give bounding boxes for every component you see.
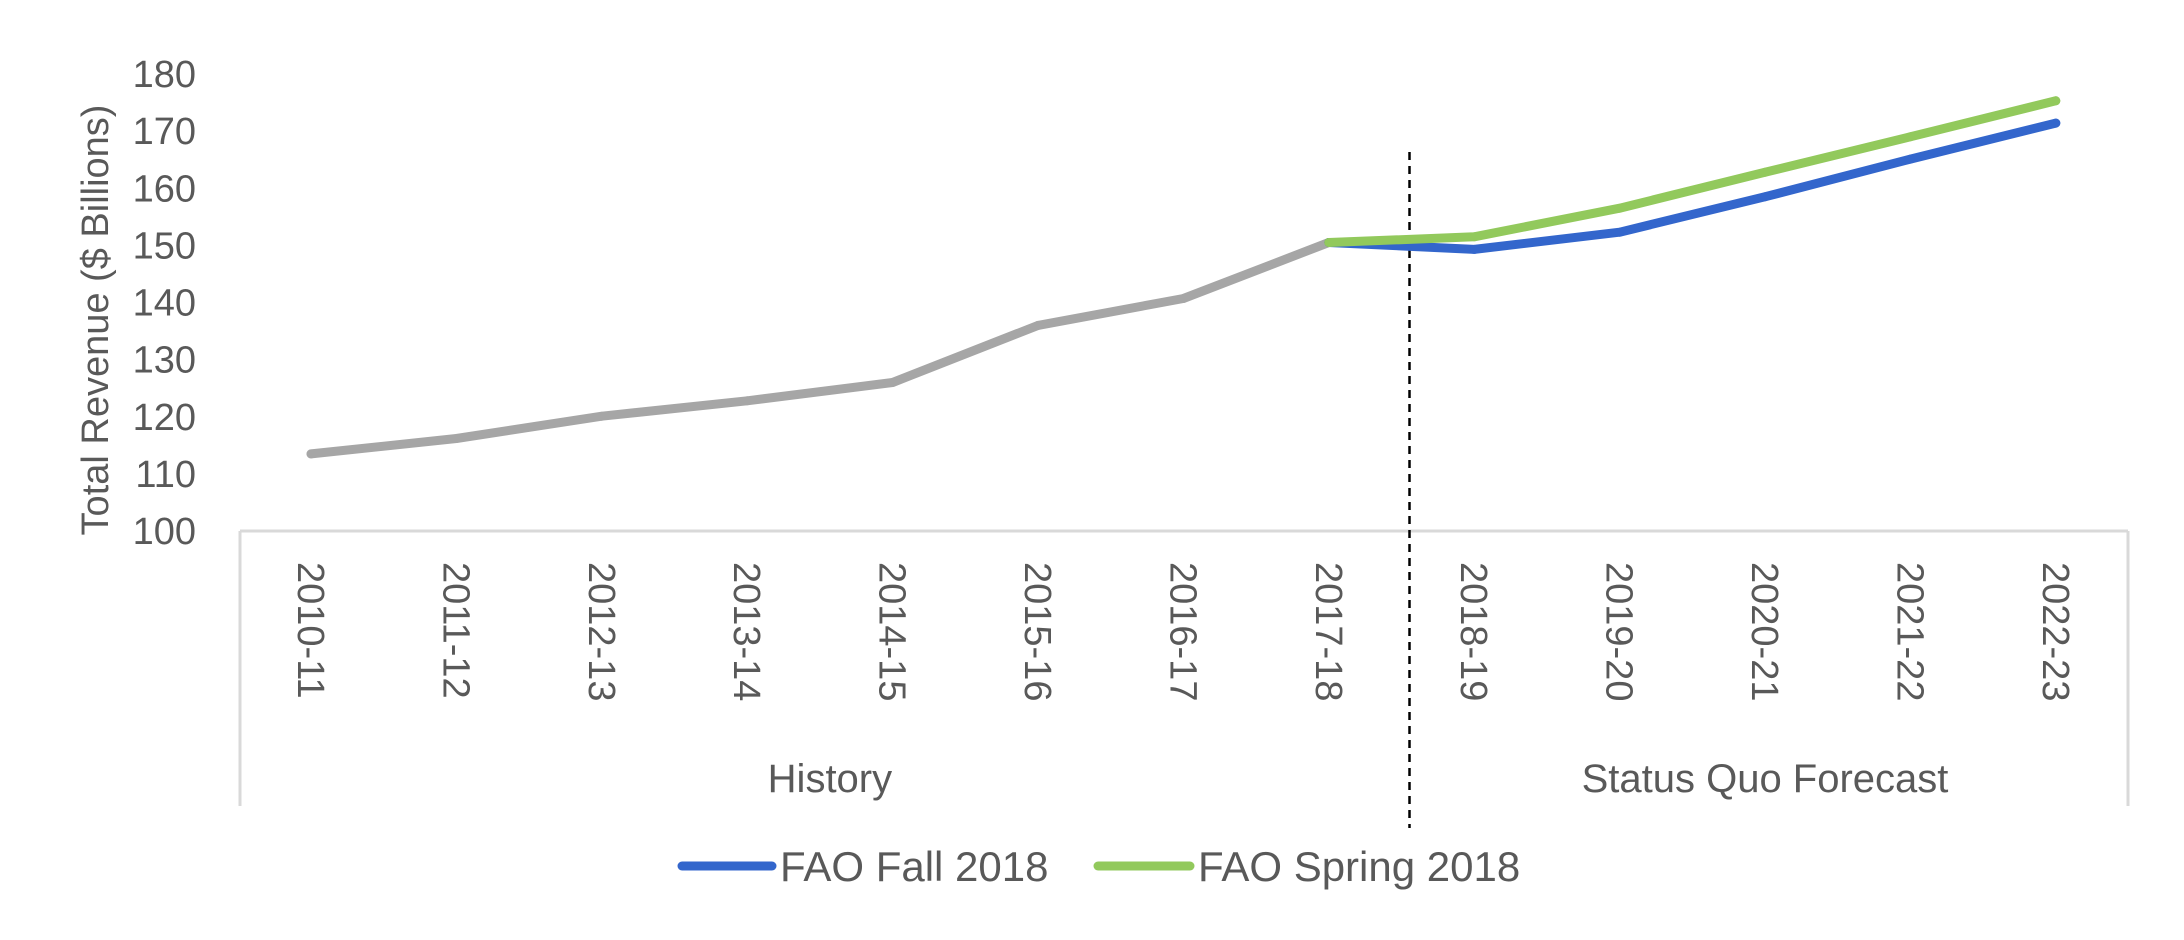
data-point-spring xyxy=(1324,238,1334,247)
x-axis-ticks: 2010-11 2011-12 2012-13 2013-14 2014-15 2015-… xyxy=(289,562,2076,701)
data-point-history xyxy=(451,434,461,443)
legend-label: FAO Spring 2018 xyxy=(1198,843,1520,890)
data-point-spring xyxy=(2051,96,2061,106)
x-tick-label: 2011-12 xyxy=(434,562,476,699)
y-axis-ticks: 100 110 120 130 140 150 160 170 180 xyxy=(133,54,196,553)
series-line-fall xyxy=(1324,118,2061,254)
data-point-fall xyxy=(1469,244,1479,254)
series-lines xyxy=(306,96,2061,459)
data-point-history xyxy=(888,378,898,387)
x-tick-label: 2012-13 xyxy=(580,562,622,701)
y-tick-label: 160 xyxy=(133,168,196,210)
x-tick-label: 2017-18 xyxy=(1307,562,1349,701)
x-tick-label: 2015-16 xyxy=(1016,562,1058,701)
legend: FAO Fall 2018 FAO Spring 2018 xyxy=(677,843,1520,890)
data-point-fall xyxy=(1905,154,1915,164)
x-tick-label: 2019-20 xyxy=(1598,562,1640,701)
x-tick-label: 2010-11 xyxy=(289,562,331,699)
x-tick-label: 2016-17 xyxy=(1161,562,1203,701)
category-group-label: History xyxy=(768,757,892,801)
data-point-history xyxy=(597,411,607,421)
x-tick-label: 2018-19 xyxy=(1452,562,1494,701)
data-point-fall xyxy=(1615,227,1625,237)
data-point-history xyxy=(742,396,752,406)
x-tick-label: 2021-22 xyxy=(1888,562,1930,701)
data-point-fall xyxy=(1760,192,1770,202)
data-point-spring xyxy=(1469,232,1479,242)
data-point-history xyxy=(1178,294,1188,303)
data-point-history xyxy=(306,449,316,459)
category-axis xyxy=(238,529,2130,806)
data-point-spring xyxy=(1905,132,1915,142)
series-line-history xyxy=(306,238,1334,459)
y-tick-label: 150 xyxy=(133,225,196,267)
y-tick-label: 140 xyxy=(133,283,196,325)
data-point-spring xyxy=(1760,167,1770,177)
y-tick-label: 180 xyxy=(133,54,196,96)
y-axis-title: Total Revenue ($ Billions) xyxy=(75,105,117,536)
y-tick-label: 130 xyxy=(133,340,196,382)
data-point-fall xyxy=(2051,118,2061,128)
legend-label: FAO Fall 2018 xyxy=(780,843,1048,890)
y-axis-label: Total Revenue ($ Billions) xyxy=(75,105,117,536)
x-tick-label: 2013-14 xyxy=(725,562,767,701)
x-tick-label: 2014-15 xyxy=(871,562,913,701)
x-tick-label: 2020-21 xyxy=(1743,562,1785,701)
x-tick-label: 2022-23 xyxy=(2034,562,2076,701)
series-line-spring xyxy=(1324,96,2061,247)
y-tick-label: 100 xyxy=(133,511,196,553)
data-point-spring xyxy=(1615,203,1625,213)
y-tick-label: 120 xyxy=(133,397,196,439)
y-tick-label: 170 xyxy=(133,111,196,153)
category-group-labels: History Status Quo Forecast xyxy=(768,757,1949,801)
category-group-label: Status Quo Forecast xyxy=(1582,757,1949,801)
data-point-history xyxy=(1033,320,1043,330)
y-tick-label: 110 xyxy=(135,454,196,496)
